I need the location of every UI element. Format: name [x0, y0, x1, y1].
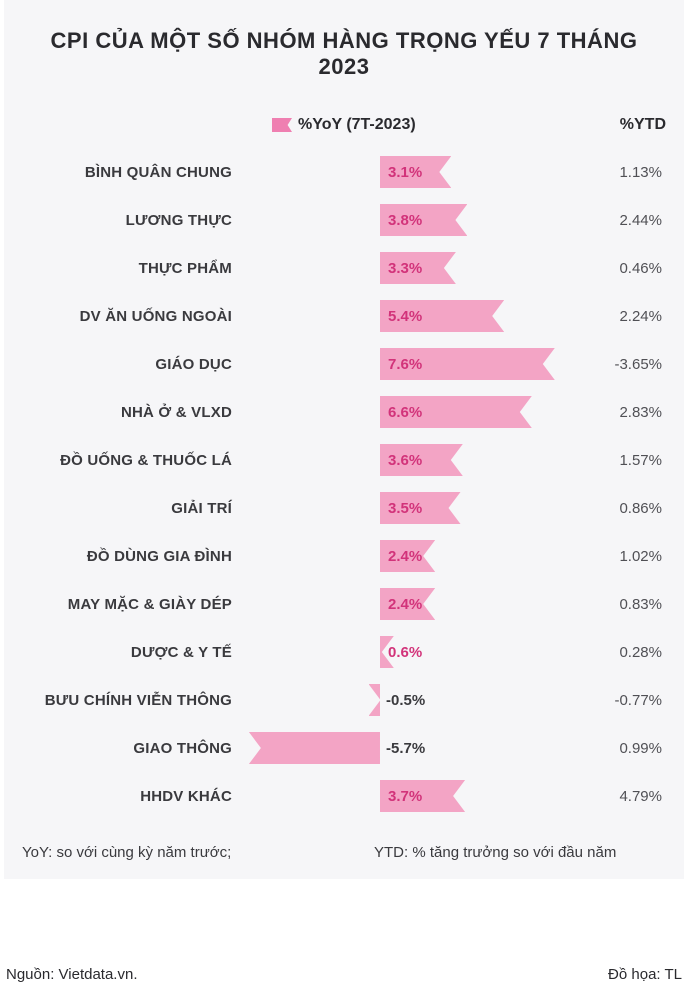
bar-zone: 5.4%	[242, 297, 566, 335]
bar-zone: 3.7%	[242, 777, 566, 815]
category-label: GIÁO DỤC	[22, 356, 242, 373]
bar-zone: 3.3%	[242, 249, 566, 287]
bar-zone: 2.4%	[242, 585, 566, 623]
ytd-value: 1.57%	[566, 452, 666, 469]
bar-value-label: -5.7%	[386, 729, 425, 767]
footnotes: YoY: so với cùng kỳ năm trước; YTD: % tă…	[22, 844, 666, 861]
bar-zone: 7.6%	[242, 345, 566, 383]
bar-zone: 3.1%	[242, 153, 566, 191]
bar-rows: BÌNH QUÂN CHUNG 3.1% 1.13% LƯƠNG THỰC 3.8% 2.…	[22, 148, 666, 820]
bar-zone: 3.8%	[242, 201, 566, 239]
bar	[369, 684, 381, 716]
ytd-value: 2.83%	[566, 404, 666, 421]
bar-value-label: 2.4%	[388, 585, 422, 623]
category-label: ĐỒ DÙNG GIA ĐÌNH	[22, 548, 242, 565]
data-row: GIÁO DỤC 7.6% -3.65%	[22, 340, 666, 388]
category-label: BÌNH QUÂN CHUNG	[22, 164, 242, 181]
bar-value-label: 7.6%	[388, 345, 422, 383]
graphics-label: Đồ họa: TL	[608, 966, 682, 983]
source-label: Nguồn: Vietdata.vn.	[6, 966, 137, 983]
ytd-value: 0.83%	[566, 596, 666, 613]
ytd-value: 0.46%	[566, 260, 666, 277]
bar-value-label: 3.1%	[388, 153, 422, 191]
ytd-value: 1.13%	[566, 164, 666, 181]
category-label: BƯU CHÍNH VIỄN THÔNG	[22, 692, 242, 709]
category-label: NHÀ Ở & VLXD	[22, 404, 242, 421]
category-label: LƯƠNG THỰC	[22, 212, 242, 229]
bar	[249, 732, 380, 764]
bar-value-label: 3.7%	[388, 777, 422, 815]
data-row: ĐỒ UỐNG & THUỐC LÁ 3.6% 1.57%	[22, 436, 666, 484]
bar-zone: 0.6%	[242, 633, 566, 671]
ytd-value: 0.99%	[566, 740, 666, 757]
data-row: THỰC PHẨM 3.3% 0.46%	[22, 244, 666, 292]
flag-icon	[272, 118, 292, 132]
bar-zone: 3.6%	[242, 441, 566, 479]
data-row: HHDV KHÁC 3.7% 4.79%	[22, 772, 666, 820]
footnote-ytd: YTD: % tăng trưởng so với đầu năm	[374, 844, 666, 861]
category-label: THỰC PHẨM	[22, 260, 242, 277]
bar-zone: 6.6%	[242, 393, 566, 431]
ytd-value: 4.79%	[566, 788, 666, 805]
category-label: HHDV KHÁC	[22, 788, 242, 805]
legend-series: %YoY (7T-2023)	[242, 116, 566, 134]
bar-value-label: 0.6%	[388, 633, 422, 671]
bottom-bar: Nguồn: Vietdata.vn. Đồ họa: TL	[0, 958, 688, 989]
category-label: DƯỢC & Y TẾ	[22, 644, 242, 661]
data-row: BƯU CHÍNH VIỄN THÔNG -0.5% -0.77%	[22, 676, 666, 724]
bar-value-label: 3.3%	[388, 249, 422, 287]
bar-value-label: 2.4%	[388, 537, 422, 575]
ytd-value: 1.02%	[566, 548, 666, 565]
category-label: ĐỒ UỐNG & THUỐC LÁ	[22, 452, 242, 469]
ytd-value: 0.28%	[566, 644, 666, 661]
category-label: GIẢI TRÍ	[22, 500, 242, 517]
bar-value-label: 6.6%	[388, 393, 422, 431]
data-row: LƯƠNG THỰC 3.8% 2.44%	[22, 196, 666, 244]
data-row: GIẢI TRÍ 3.5% 0.86%	[22, 484, 666, 532]
bar-value-label: 3.6%	[388, 441, 422, 479]
category-label: DV ĂN UỐNG NGOÀI	[22, 308, 242, 325]
bar-zone: -0.5%	[242, 681, 566, 719]
legend-row: %YoY (7T-2023) %YTD	[22, 116, 666, 134]
ytd-value: -0.77%	[566, 692, 666, 709]
bar-zone: -5.7%	[242, 729, 566, 767]
ytd-value: 2.44%	[566, 212, 666, 229]
chart-area: CPI CỦA MỘT SỐ NHÓM HÀNG TRỌNG YẾU 7 THÁ…	[4, 0, 684, 879]
bar-value-label: 3.8%	[388, 201, 422, 239]
ytd-value: -3.65%	[566, 356, 666, 373]
category-label: MAY MẶC & GIÀY DÉP	[22, 596, 242, 613]
bar-value-label: 5.4%	[388, 297, 422, 335]
chart-title: CPI CỦA MỘT SỐ NHÓM HÀNG TRỌNG YẾU 7 THÁ…	[22, 28, 666, 80]
bar-value-label: 3.5%	[388, 489, 422, 527]
legend-series-label: %YoY (7T-2023)	[298, 116, 416, 134]
bar-zone: 3.5%	[242, 489, 566, 527]
ytd-value: 2.24%	[566, 308, 666, 325]
data-row: MAY MẶC & GIÀY DÉP 2.4% 0.83%	[22, 580, 666, 628]
data-row: NHÀ Ở & VLXD 6.6% 2.83%	[22, 388, 666, 436]
data-row: ĐỒ DÙNG GIA ĐÌNH 2.4% 1.02%	[22, 532, 666, 580]
category-label: GIAO THÔNG	[22, 740, 242, 757]
data-row: DƯỢC & Y TẾ 0.6% 0.28%	[22, 628, 666, 676]
ytd-value: 0.86%	[566, 500, 666, 517]
footnote-yoy: YoY: so với cùng kỳ năm trước;	[22, 844, 314, 861]
legend-ytd-label: %YTD	[566, 116, 666, 134]
data-row: GIAO THÔNG -5.7% 0.99%	[22, 724, 666, 772]
data-row: DV ĂN UỐNG NGOÀI 5.4% 2.24%	[22, 292, 666, 340]
data-row: BÌNH QUÂN CHUNG 3.1% 1.13%	[22, 148, 666, 196]
bar-zone: 2.4%	[242, 537, 566, 575]
bar-value-label: -0.5%	[386, 681, 425, 719]
